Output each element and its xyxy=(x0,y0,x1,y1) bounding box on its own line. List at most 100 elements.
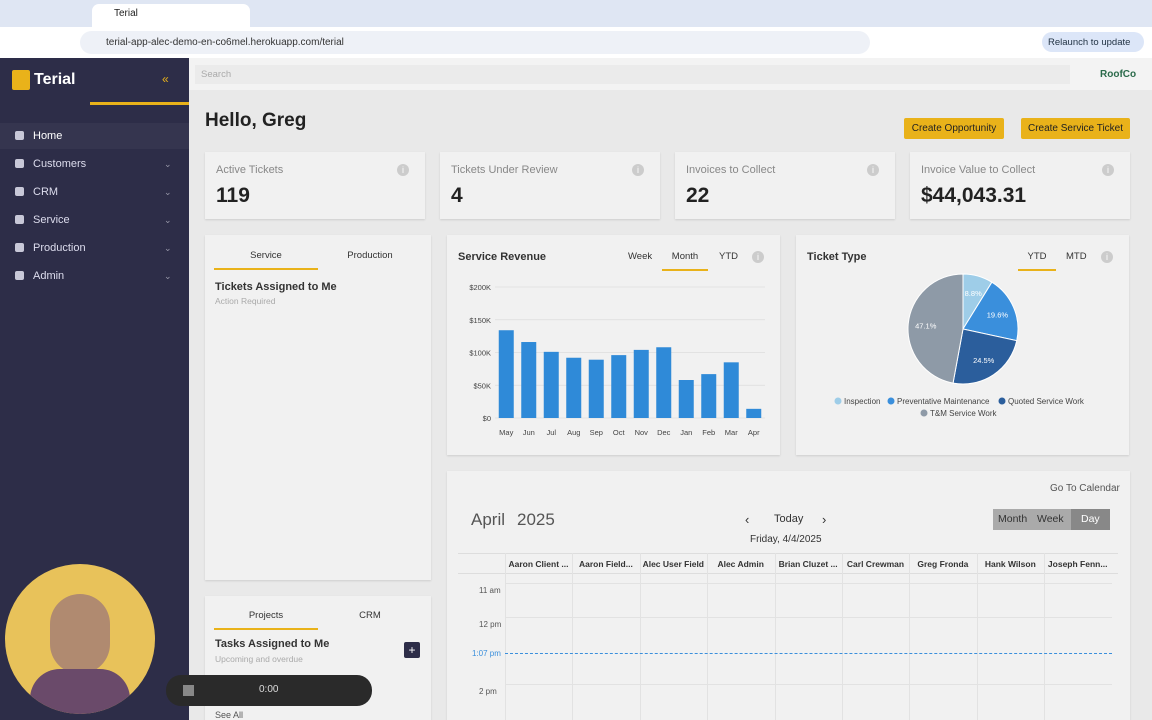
view-active xyxy=(1071,509,1110,530)
info-icon[interactable]: i xyxy=(1102,164,1114,176)
go-to-calendar[interactable]: Go To Calendar xyxy=(1050,483,1120,494)
nav-icon xyxy=(15,271,24,280)
search-placeholder[interactable]: Search xyxy=(201,69,232,80)
x-tick-label: Dec xyxy=(657,428,671,437)
bar xyxy=(611,355,627,418)
nav-item[interactable]: Home xyxy=(33,130,63,142)
chart-title: Ticket Type xyxy=(807,251,867,263)
stat-card xyxy=(910,152,1130,219)
panel-tab[interactable]: Projects xyxy=(214,610,318,630)
x-tick-label: Sep xyxy=(590,428,603,437)
relaunch-label[interactable]: Relaunch to update xyxy=(1048,37,1131,48)
today-button[interactable]: Today xyxy=(774,513,804,525)
add-task[interactable]: + xyxy=(404,642,420,658)
panel-tab[interactable]: Production xyxy=(347,250,393,261)
grid-line xyxy=(505,684,1112,685)
x-tick-label: Jan xyxy=(680,428,692,437)
info-icon[interactable]: i xyxy=(867,164,879,176)
column-header: Carl Crewman xyxy=(846,559,905,569)
range-tab[interactable]: YTD xyxy=(719,251,738,262)
nav-item[interactable]: Customers xyxy=(33,158,87,170)
create-service-ticket[interactable]: Create Service Ticket xyxy=(1021,118,1130,139)
org-name: RoofCo xyxy=(1100,69,1137,80)
legend-label: Preventative Maintenance xyxy=(897,397,990,406)
bar xyxy=(588,359,604,418)
info-icon[interactable]: i xyxy=(632,164,644,176)
column-header: Greg Fronda xyxy=(917,559,969,569)
view-button[interactable]: Day xyxy=(1081,513,1100,525)
address-bar[interactable] xyxy=(80,31,870,54)
column-header: Alec User Field xyxy=(642,559,704,569)
stat-value: $44,043.31 xyxy=(921,184,1027,207)
view-button[interactable]: Week xyxy=(1037,513,1064,525)
next[interactable]: › xyxy=(822,512,827,527)
grid-line xyxy=(707,553,709,720)
brand-logo xyxy=(12,70,30,90)
nav-chevron: ⌄ xyxy=(164,243,172,253)
tab[interactable] xyxy=(92,4,250,27)
range-tab[interactable]: MTD xyxy=(1066,251,1087,262)
stop-button[interactable] xyxy=(183,685,194,696)
bar xyxy=(746,408,762,418)
time-label: 2 pm xyxy=(479,687,497,696)
panel-title: Tickets Assigned to Me xyxy=(215,281,337,293)
prev[interactable]: ‹ xyxy=(745,512,750,527)
column-header: Aaron Field... xyxy=(578,559,633,569)
info-icon[interactable]: i xyxy=(1101,251,1113,263)
legend-swatch xyxy=(834,397,842,405)
panel-subtitle: Action Required xyxy=(215,296,276,306)
create-opportunity[interactable]: Create Opportunity xyxy=(904,118,1004,139)
tab-title[interactable]: Terial xyxy=(114,8,138,19)
relaunch-button[interactable] xyxy=(1042,32,1144,52)
legend-swatch xyxy=(998,397,1006,405)
stat-card xyxy=(205,152,425,219)
nav-item[interactable]: Admin xyxy=(33,270,65,282)
bar xyxy=(656,347,672,418)
grid-line xyxy=(639,553,641,720)
y-tick-label: $0 xyxy=(483,414,491,423)
range-tab[interactable]: Week xyxy=(628,251,653,262)
grid-line xyxy=(505,617,1112,618)
range-tab[interactable]: YTD xyxy=(1018,251,1056,271)
column-header: Brian Cluzet ... xyxy=(778,559,838,569)
panel-tab[interactable]: CRM xyxy=(359,610,381,621)
info-icon[interactable]: i xyxy=(397,164,409,176)
nav-item[interactable]: CRM xyxy=(33,186,59,198)
view-button[interactable]: Month xyxy=(998,513,1028,525)
nav-icon xyxy=(15,243,24,252)
panel-tab[interactable]: Service xyxy=(214,250,318,270)
pie-slice xyxy=(962,281,1019,342)
legend-label: Inspection xyxy=(844,397,880,406)
bar xyxy=(701,374,717,418)
now-line xyxy=(505,653,1112,654)
x-tick-label: Aug xyxy=(567,428,580,437)
stat-value: 4 xyxy=(451,184,463,207)
x-tick-label: Feb xyxy=(702,428,715,437)
chart-title: Service Revenue xyxy=(458,251,547,263)
x-tick-label: Jul xyxy=(546,428,556,437)
stat-value: 119 xyxy=(216,184,250,207)
url[interactable]: terial-app-alec-demo-en-co6mel.herokuapp… xyxy=(106,37,344,48)
see-all[interactable]: See All xyxy=(215,710,244,720)
range-tab[interactable]: Month xyxy=(662,251,708,271)
stat-value: 22 xyxy=(686,184,710,207)
legend-swatch xyxy=(887,397,895,405)
stat-card xyxy=(440,152,660,219)
nav-chevron: ⌄ xyxy=(164,159,172,169)
collapse[interactable]: « xyxy=(162,72,169,86)
stat-label: Tickets Under Review xyxy=(451,164,558,176)
nav-item[interactable]: Production xyxy=(33,242,86,254)
calendar-year: 2025 xyxy=(517,510,555,529)
slice-label: 47.1% xyxy=(915,322,937,331)
bar xyxy=(543,351,559,418)
y-tick-label: $100K xyxy=(469,349,491,358)
nav-item[interactable]: Service xyxy=(33,214,70,226)
stat-label: Active Tickets xyxy=(216,164,284,176)
bar xyxy=(498,330,514,418)
nav-active xyxy=(0,123,189,149)
time-label: 11 am xyxy=(479,586,501,595)
search-box[interactable] xyxy=(195,65,1070,84)
info-icon[interactable]: i xyxy=(752,251,764,263)
slice-label: 19.6% xyxy=(987,310,1009,319)
now-label: 1:07 pm xyxy=(472,649,501,658)
